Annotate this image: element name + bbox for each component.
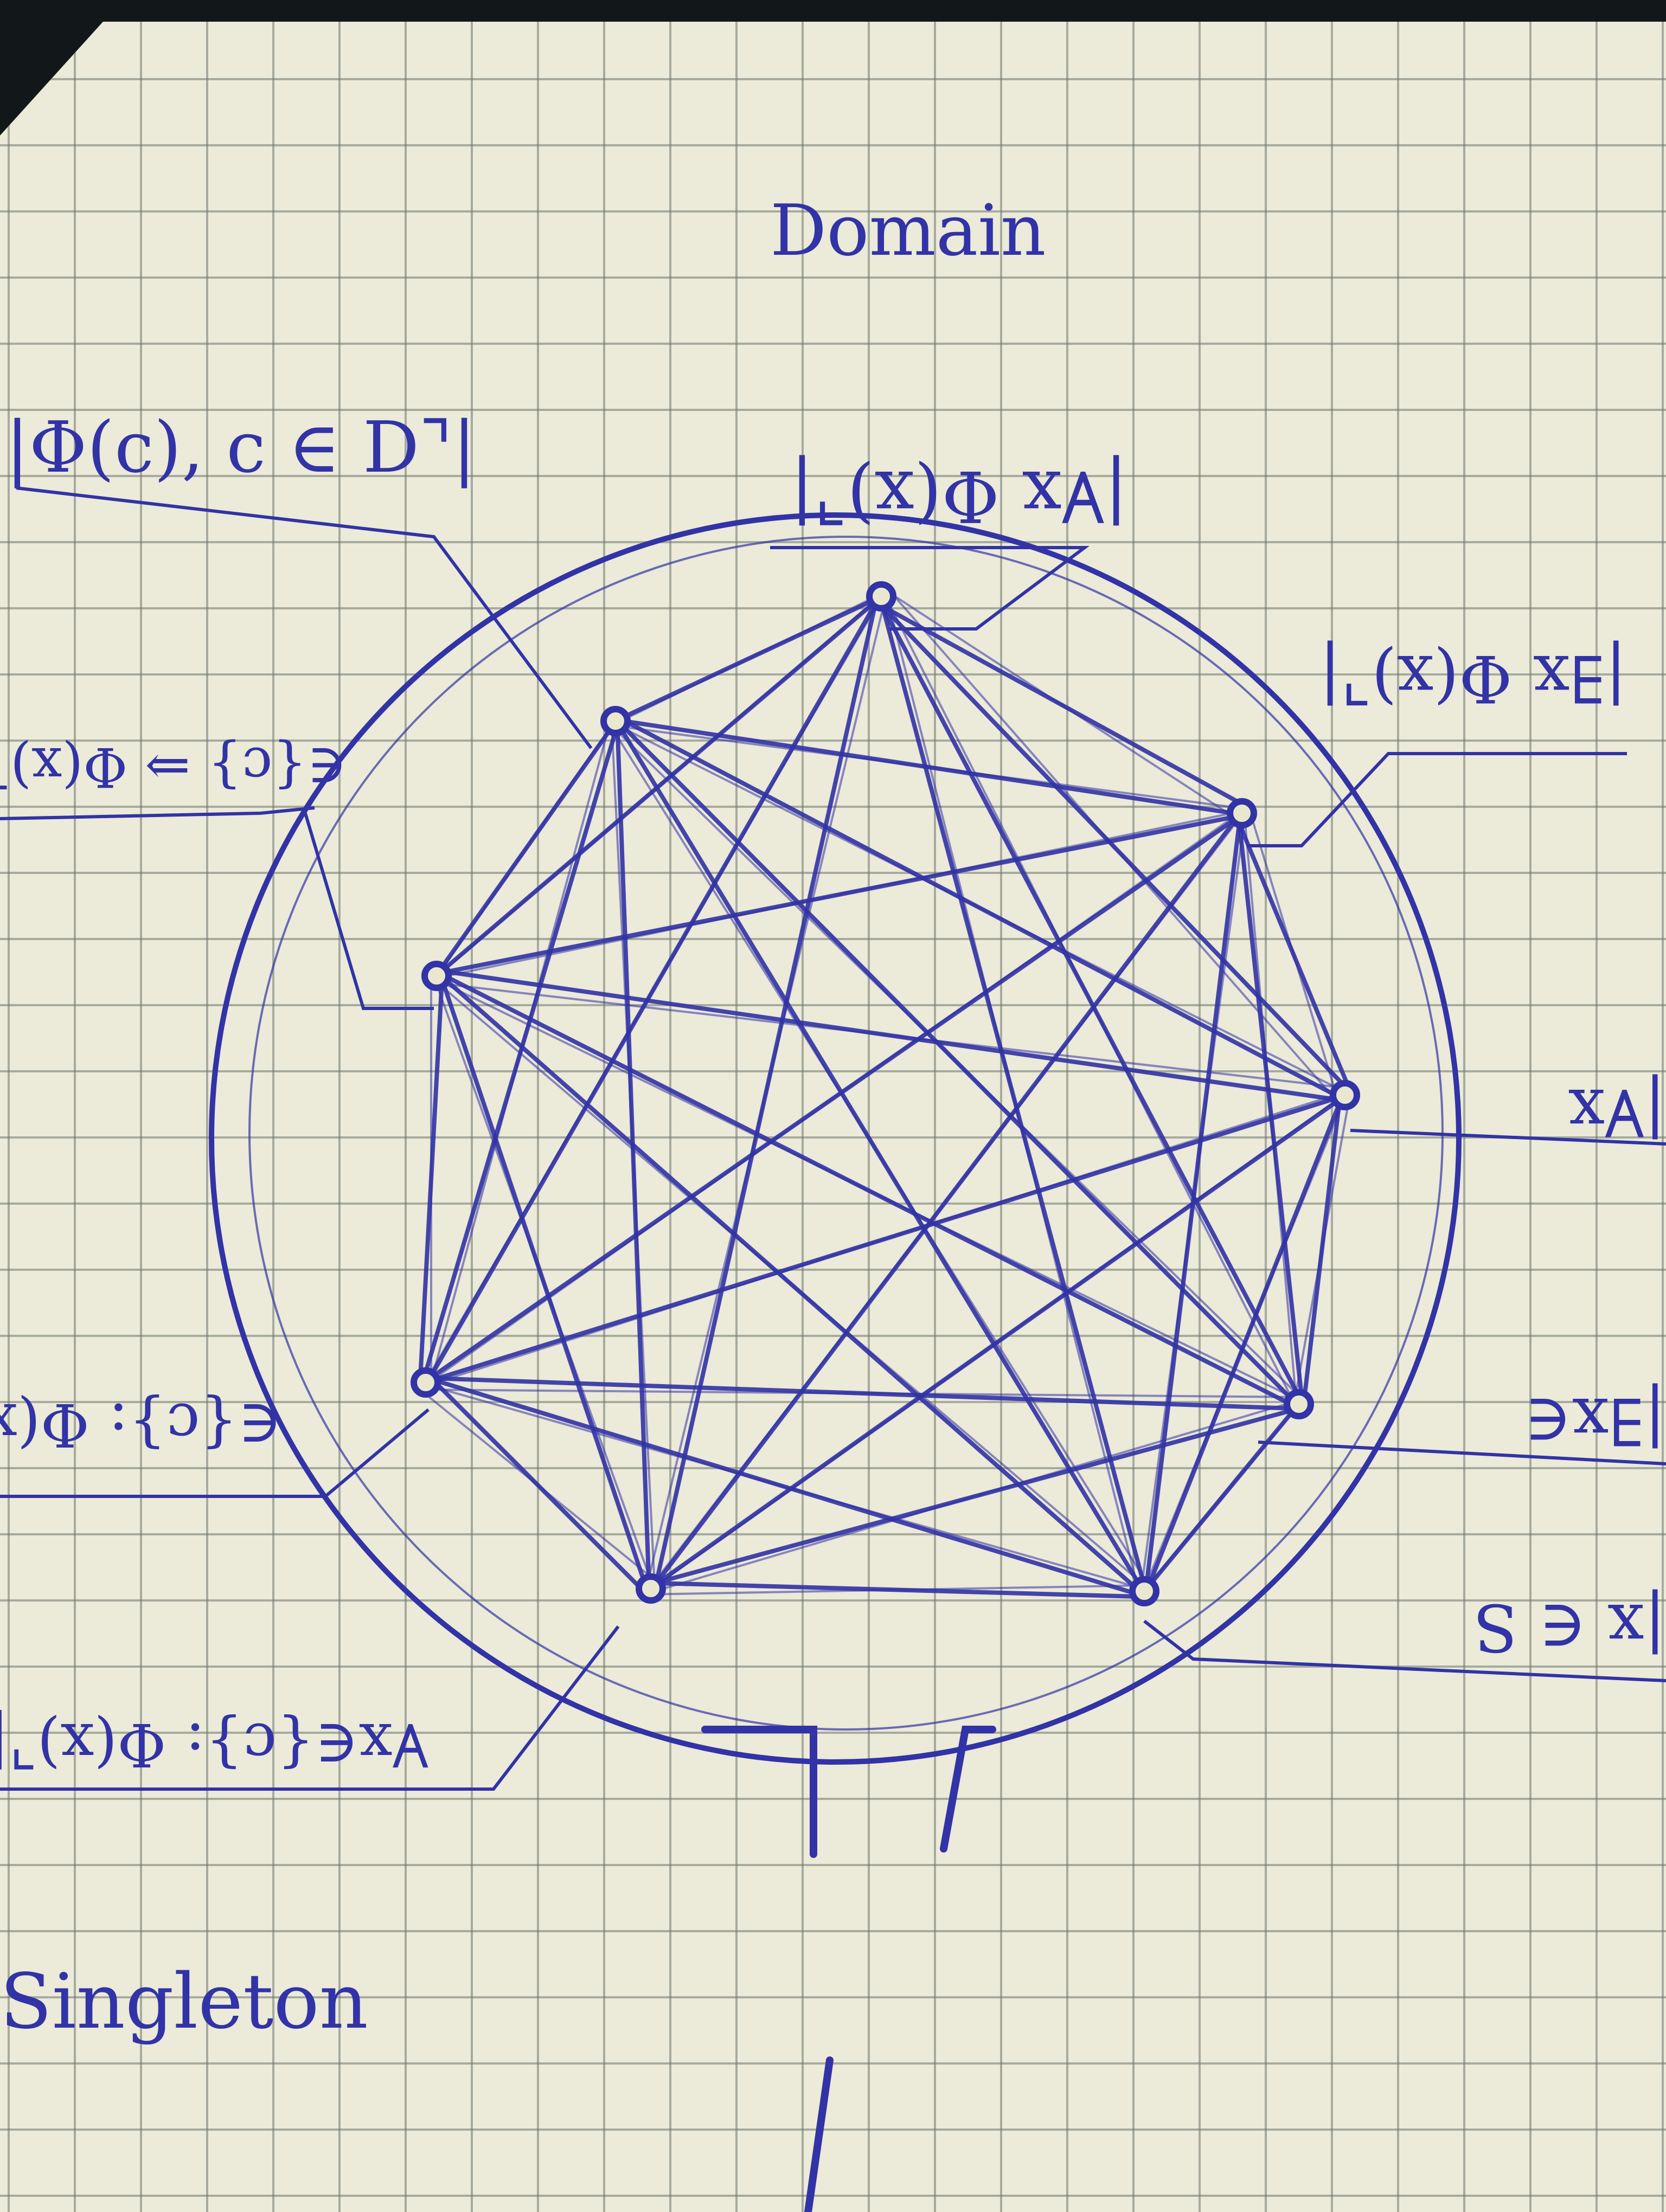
node-dot bbox=[421, 961, 452, 991]
stem-left bbox=[701, 1726, 817, 1858]
label-bottom-left: ∀x∈{c}: Φ(x)⌝| bbox=[0, 1710, 428, 1779]
edge-line bbox=[423, 594, 884, 1385]
edge-line bbox=[1243, 810, 1298, 1407]
label-upper-left: |Φ(c), c ∈ D⌝| bbox=[5, 406, 476, 488]
edge-line bbox=[644, 807, 1248, 1595]
edge-line bbox=[420, 1089, 1351, 1388]
label-bottom-right: |x ∈ S bbox=[1473, 1589, 1666, 1664]
edge-line bbox=[432, 978, 1149, 1589]
edge-line bbox=[611, 724, 656, 1586]
label-upper-right: |∃x Φ(x)⌝| bbox=[1319, 640, 1627, 716]
leader-line bbox=[0, 806, 315, 820]
edge-line bbox=[418, 1388, 658, 1583]
edge-line bbox=[433, 977, 654, 1587]
label-lower-right: |∃x∈ bbox=[1524, 1383, 1666, 1458]
edge-line bbox=[1139, 1399, 1304, 1596]
label-top: |∀x Φ(x)⌝| bbox=[790, 455, 1128, 537]
edge-line bbox=[429, 981, 1353, 1090]
edge-line bbox=[432, 592, 886, 980]
edge-line bbox=[644, 589, 888, 1596]
label-left-lower: ∈{c}: Φ(x)⌝| bbox=[0, 1390, 282, 1459]
node-dot bbox=[1330, 1080, 1360, 1110]
outer-circle bbox=[209, 512, 1462, 1765]
node-dot bbox=[866, 581, 896, 612]
label-left-edge: ∈{c} ⇒ Φ(x)⌝| bbox=[0, 735, 347, 799]
title: Domain bbox=[770, 189, 1046, 272]
edge-line bbox=[433, 809, 1246, 980]
edge-line bbox=[1247, 806, 1340, 1103]
caption: Singleton bbox=[0, 1958, 368, 2046]
node-dot bbox=[1129, 1576, 1159, 1606]
node-dot bbox=[1227, 798, 1257, 828]
leader-line bbox=[0, 1408, 430, 1498]
edge-line bbox=[423, 1383, 1147, 1591]
leader-line bbox=[770, 546, 1090, 631]
complete-graph-edges bbox=[418, 588, 1353, 1599]
leader-line bbox=[1258, 1441, 1666, 1465]
node-dot bbox=[411, 1367, 441, 1398]
stem-right bbox=[940, 1726, 996, 1853]
edge-line bbox=[883, 593, 1297, 1408]
edge-line bbox=[432, 727, 610, 1377]
graph-nodes bbox=[411, 581, 1360, 1606]
node-dot bbox=[600, 706, 631, 736]
edge-line bbox=[610, 725, 1150, 1587]
edge-line bbox=[610, 724, 1247, 810]
edge-line bbox=[644, 1398, 1305, 1595]
bottom-stem bbox=[701, 1726, 996, 2212]
leader-line bbox=[0, 1625, 620, 1791]
edge-line bbox=[1292, 1088, 1352, 1411]
edge-line bbox=[610, 724, 1304, 1401]
inner-circle bbox=[248, 536, 1444, 1731]
edge-line bbox=[646, 1091, 1349, 1593]
edge-line bbox=[433, 978, 1303, 1403]
edge-line bbox=[885, 591, 1141, 1597]
edge-line bbox=[644, 1584, 1151, 1596]
edge-line bbox=[438, 723, 614, 974]
leader-line bbox=[302, 807, 434, 1010]
leader-line bbox=[1247, 752, 1627, 847]
label-right: |∀x bbox=[1568, 1074, 1666, 1149]
edge-line bbox=[418, 805, 1250, 1391]
node-dot bbox=[636, 1573, 666, 1604]
leader-line bbox=[1350, 1129, 1666, 1146]
leader-line bbox=[16, 486, 593, 749]
leader-line bbox=[1143, 1619, 1666, 1682]
label-leader-lines bbox=[0, 486, 1666, 1791]
edge-line bbox=[418, 1388, 1307, 1398]
edge-line bbox=[610, 590, 887, 727]
edge-line bbox=[612, 722, 1348, 1094]
node-dot bbox=[1284, 1389, 1314, 1419]
stem-tail bbox=[804, 2056, 834, 2212]
